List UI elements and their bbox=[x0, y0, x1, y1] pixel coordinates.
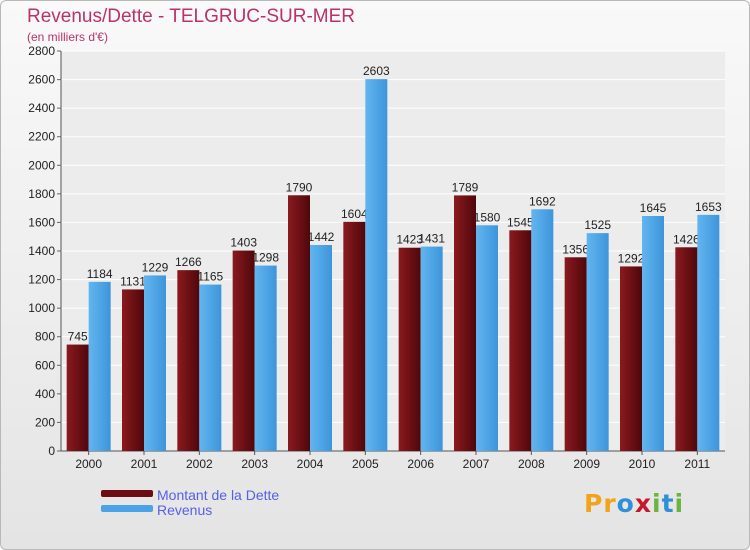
bar-revenus bbox=[199, 284, 222, 451]
bar-dette bbox=[288, 195, 310, 451]
y-tick-label: 2000 bbox=[28, 158, 55, 172]
y-tick-label: 1400 bbox=[28, 244, 55, 258]
data-label-dette: 1790 bbox=[286, 180, 313, 194]
bar-revenus bbox=[420, 246, 443, 451]
data-label-revenus: 1184 bbox=[87, 267, 113, 281]
data-label-revenus: 1692 bbox=[529, 194, 556, 208]
x-tick-label: 2007 bbox=[463, 457, 490, 471]
y-tick-label: 400 bbox=[35, 387, 55, 401]
chart-subtitle: (en milliers d'€) bbox=[27, 30, 108, 44]
bar-dette bbox=[454, 195, 476, 451]
data-label-revenus: 1442 bbox=[308, 230, 335, 244]
bar-revenus bbox=[365, 79, 388, 452]
y-tick-label: 1000 bbox=[28, 301, 55, 315]
proxiti-logo: Proxiti bbox=[584, 489, 684, 518]
x-tick-label: 2006 bbox=[407, 457, 434, 471]
logo-letter: o bbox=[616, 489, 635, 518]
data-label-dette: 745 bbox=[68, 330, 88, 344]
data-label-revenus: 1298 bbox=[252, 251, 279, 265]
chart-title: Revenus/Dette - TELGRUC-SUR-MER bbox=[27, 6, 356, 27]
data-label-revenus: 1229 bbox=[142, 260, 169, 274]
y-tick-label: 600 bbox=[35, 358, 55, 372]
bar-revenus bbox=[254, 265, 277, 451]
bar-dette bbox=[66, 344, 89, 451]
y-tick-label: 2600 bbox=[28, 73, 55, 87]
data-label-revenus: 1653 bbox=[695, 200, 722, 214]
x-tick-label: 2008 bbox=[518, 457, 545, 471]
data-label-dette: 1423 bbox=[396, 233, 423, 247]
bar-dette bbox=[343, 221, 366, 451]
bar-revenus bbox=[476, 225, 498, 451]
data-label-dette: 1266 bbox=[175, 255, 202, 269]
bar-revenus bbox=[88, 281, 111, 451]
data-label-dette: 1292 bbox=[618, 251, 645, 265]
data-label-revenus: 1525 bbox=[584, 218, 611, 232]
data-label-revenus: 2603 bbox=[363, 64, 390, 78]
logo-letter: i bbox=[674, 489, 685, 518]
legend-label-revenus: Revenus bbox=[157, 502, 213, 518]
data-label-dette: 1545 bbox=[507, 215, 534, 229]
x-tick-label: 2011 bbox=[684, 457, 710, 471]
bar-revenus bbox=[697, 214, 720, 451]
bar-revenus bbox=[586, 233, 609, 451]
data-label-dette: 1789 bbox=[452, 180, 479, 194]
y-tick-label: 2200 bbox=[28, 130, 55, 144]
y-tick-label: 0 bbox=[48, 444, 55, 458]
x-tick-label: 2005 bbox=[352, 457, 379, 471]
x-tick-label: 2002 bbox=[186, 457, 213, 471]
data-label-revenus: 1645 bbox=[640, 201, 667, 215]
x-tick-label: 2004 bbox=[297, 457, 324, 471]
bar-dette bbox=[177, 270, 200, 451]
bar-dette bbox=[509, 230, 532, 451]
data-label-dette: 1604 bbox=[341, 207, 368, 221]
logo-letter: t bbox=[661, 489, 675, 518]
x-tick-label: 2009 bbox=[573, 457, 600, 471]
data-label-revenus: 1431 bbox=[418, 232, 445, 246]
data-label-revenus: 1580 bbox=[474, 210, 501, 224]
y-tick-label: 1600 bbox=[28, 215, 55, 229]
data-label-dette: 1356 bbox=[562, 242, 589, 256]
bar-revenus bbox=[144, 275, 166, 451]
x-tick-label: 2001 bbox=[131, 457, 158, 471]
logo-letter: P bbox=[584, 489, 604, 518]
x-tick-label: 2003 bbox=[241, 457, 268, 471]
x-tick-label: 2000 bbox=[75, 457, 102, 471]
y-tick-label: 1200 bbox=[28, 273, 55, 287]
legend-swatch-revenus bbox=[101, 505, 153, 512]
logo-letter: x bbox=[634, 489, 652, 518]
legend-label-dette: Montant de la Dette bbox=[157, 487, 280, 503]
x-tick-label: 2010 bbox=[629, 457, 656, 471]
y-tick-label: 200 bbox=[35, 415, 55, 429]
bar-revenus bbox=[531, 209, 554, 451]
data-label-dette: 1426 bbox=[673, 232, 700, 246]
bar-dette bbox=[564, 257, 587, 451]
y-tick-label: 1800 bbox=[28, 187, 55, 201]
y-tick-label: 2400 bbox=[28, 101, 55, 115]
bar-dette bbox=[122, 289, 144, 451]
bar-dette bbox=[398, 247, 421, 451]
data-label-dette: 1403 bbox=[230, 236, 257, 250]
data-label-revenus: 1165 bbox=[197, 270, 223, 284]
bar-revenus bbox=[642, 216, 664, 451]
bar-dette bbox=[232, 250, 255, 451]
logo-letter: i bbox=[652, 489, 662, 518]
bar-revenus bbox=[310, 245, 332, 451]
y-tick-label: 800 bbox=[35, 330, 55, 344]
data-label-dette: 1131 bbox=[120, 274, 146, 288]
y-tick-label: 2800 bbox=[28, 44, 55, 58]
bar-dette bbox=[675, 247, 698, 451]
bar-dette bbox=[620, 266, 642, 451]
legend-swatch-dette bbox=[101, 490, 153, 497]
logo-letter: r bbox=[603, 489, 617, 518]
